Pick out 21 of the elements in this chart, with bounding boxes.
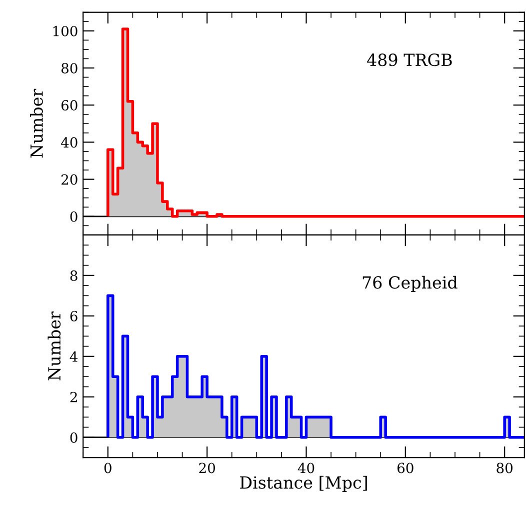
y-tick-label: 4 [70,351,78,362]
y-tick-label: 8 [70,270,78,281]
annotation: 489 TRGB [367,54,452,66]
y-tick-label: 60 [62,100,78,111]
x-tick-label: 60 [398,462,414,474]
y-tick-label: 20 [62,174,78,185]
x-tick-label: 40 [298,462,314,474]
y-tick-label: 40 [61,137,78,148]
y-tick-label: 6 [70,310,78,322]
y-tick-label: 0 [70,211,78,222]
y-tick-label: 2 [70,392,77,402]
y-tick-label: 100 [53,26,78,36]
x-tick-label: 0 [104,462,112,474]
x-tick-label: 20 [199,462,215,474]
annotation: 76 Cepheid [362,276,458,292]
x-tick-label: 80 [496,462,512,474]
y-axis-title: Number [48,311,61,380]
y-tick-label: 0 [70,432,78,443]
x-axis-title: Distance [Mpc] [240,476,367,492]
y-axis-title: Number [30,88,43,158]
y-tick-label: 80 [62,62,78,74]
